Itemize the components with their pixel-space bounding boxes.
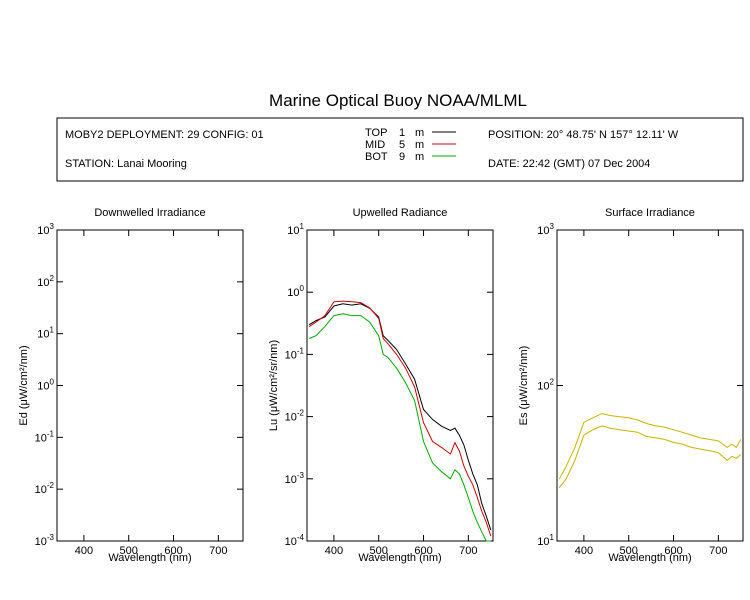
legend-label-bot: BOT <box>365 151 388 163</box>
figure-title: Marine Optical Buoy NOAA/MLML <box>269 91 527 110</box>
y-axis-label: Lu (μW/cm²/sr/nm) <box>268 340 280 431</box>
depth-legend: TOP 1 m MID 5 m BOT 9 m <box>365 127 456 163</box>
legend-depth-mid: 5 <box>399 139 405 151</box>
y-tick-label: 100 <box>37 378 54 393</box>
plot-frame <box>306 229 494 542</box>
legend-label-top: TOP <box>365 127 387 139</box>
legend-unit-mid: m <box>415 139 424 151</box>
legend-unit-bot: m <box>415 151 424 163</box>
series-line-top <box>308 303 492 531</box>
panel-title: Upwelled Radiance <box>353 207 448 219</box>
y-tick-label: 10-2 <box>285 409 305 424</box>
x-axis-label: Wavelength (nm) <box>608 552 691 564</box>
legend-depth-bot: 9 <box>399 151 405 163</box>
date-text: DATE: 22:42 (GMT) 07 Dec 2004 <box>488 158 650 170</box>
y-axis-label: Ed (μW/cm²/nm) <box>18 345 30 425</box>
legend-entry-top: TOP 1 m <box>365 127 456 139</box>
y-tick-label: 103 <box>37 222 54 237</box>
x-tick-label: 500 <box>120 545 138 557</box>
x-tick-label: 700 <box>709 545 727 557</box>
y-tick-label: 101 <box>537 533 554 548</box>
panel-surface-irradiance: Surface Irradiance 400 500 600 700 Wavelength… <box>518 207 744 564</box>
x-axis-label: Wavelength (nm) <box>358 552 441 564</box>
x-tick-label: 700 <box>209 545 227 557</box>
panel-title: Surface Irradiance <box>605 207 695 219</box>
x-tick-label: 500 <box>370 545 388 557</box>
y-tick-label: 101 <box>287 222 304 237</box>
y-tick-label: 102 <box>537 378 554 393</box>
x-tick-label: 400 <box>325 545 343 557</box>
x-tick-label: 700 <box>459 545 477 557</box>
y-tick-label: 102 <box>37 274 54 289</box>
series-line-bot <box>309 313 491 542</box>
x-tick-label: 600 <box>164 545 182 557</box>
legend-depth-top: 1 <box>399 127 405 139</box>
plot-frame <box>556 229 744 542</box>
panel-upwelled-radiance: Upwelled Radiance 400 500 600 700 Wavelength … <box>268 207 494 564</box>
station-text: STATION: Lanai Mooring <box>65 158 187 170</box>
position-text: POSITION: 20° 48.75' N 157° 12.11' W <box>488 129 679 141</box>
y-tick-label: 103 <box>537 222 554 237</box>
x-tick-label: 600 <box>414 545 432 557</box>
y-tick-label: 101 <box>37 326 54 341</box>
plot-frame <box>56 229 244 542</box>
series-line-series-0 <box>558 413 742 480</box>
y-tick-label: 10-3 <box>285 471 305 486</box>
y-tick-label: 10-1 <box>285 346 305 361</box>
panel-title: Downwelled Irradiance <box>94 207 205 219</box>
x-tick-label: 500 <box>620 545 638 557</box>
series-line-mid <box>308 300 492 537</box>
legend-entry-mid: MID 5 m <box>365 139 456 151</box>
series-line-series-1 <box>558 425 742 489</box>
x-tick-label: 600 <box>664 545 682 557</box>
y-tick-label: 100 <box>287 284 304 299</box>
y-tick-label: 10-1 <box>35 429 55 444</box>
y-axis-label: Es (μW/cm²/nm) <box>518 346 530 426</box>
legend-label-mid: MID <box>365 139 385 151</box>
deployment-text: MOBY2 DEPLOYMENT: 29 CONFIG: 01 <box>65 129 264 141</box>
info-box <box>56 117 744 182</box>
y-tick-label: 10-4 <box>285 533 305 548</box>
x-tick-label: 400 <box>75 545 93 557</box>
legend-unit-top: m <box>415 127 424 139</box>
y-tick-label: 10-3 <box>35 533 55 548</box>
panel-downwelled-irradiance: Downwelled Irradiance 400 500 600 700 Wavelen… <box>18 207 244 564</box>
x-axis-label: Wavelength (nm) <box>108 552 191 564</box>
y-tick-label: 10-2 <box>35 481 55 496</box>
x-tick-label: 400 <box>575 545 593 557</box>
legend-entry-bot: BOT 9 m <box>365 151 456 163</box>
